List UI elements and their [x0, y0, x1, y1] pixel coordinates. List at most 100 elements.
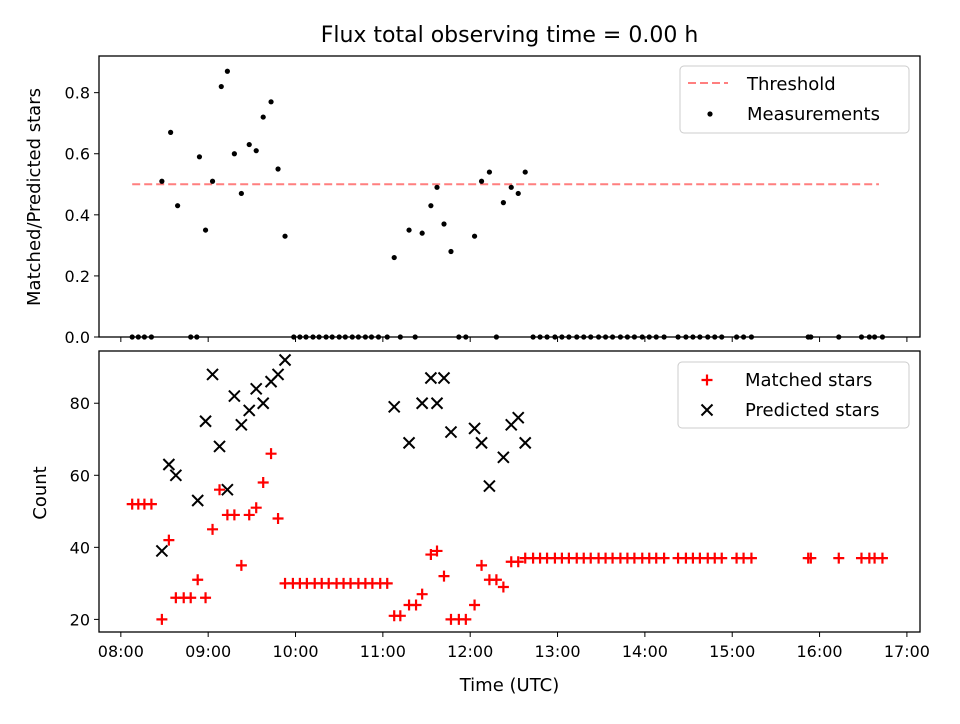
- x-tick-label: 11:00: [360, 642, 406, 661]
- matched-star-point: [163, 534, 175, 546]
- top-plot: 0.0 0.2 0.4 0.6 0.8 Threshold Measurements: [65, 55, 921, 347]
- measurement-point: [282, 233, 288, 239]
- bottom-y-tick-label: 20: [70, 610, 90, 629]
- top-y-tick-label: 0.8: [65, 84, 90, 103]
- bottom-y-axis-label: Count: [30, 466, 51, 519]
- measurement-point: [224, 68, 230, 74]
- matched-star-point: [833, 552, 845, 564]
- predicted-star-point: [235, 418, 248, 432]
- x-tick-label: 14:00: [622, 642, 668, 661]
- matched-star-point: [200, 592, 212, 604]
- legend-matched-label: Matched stars: [745, 370, 872, 391]
- predicted-star-point: [199, 415, 212, 428]
- top-y-tick-label: 0.2: [65, 267, 90, 286]
- measurement-point: [209, 178, 216, 184]
- matched-star-point: [156, 613, 168, 625]
- x-tick-label: 13:00: [534, 642, 580, 661]
- matched-star-point: [145, 498, 157, 510]
- matched-star-point: [243, 509, 255, 521]
- predicted-star-point: [512, 411, 525, 424]
- predicted-star-point: [475, 436, 488, 450]
- matched-star-point: [272, 513, 284, 525]
- matched-star-point: [185, 592, 197, 604]
- legend-measurements-label: Measurements: [747, 104, 880, 125]
- matched-star-point: [805, 552, 817, 564]
- x-axis-label: Time (UTC): [459, 675, 560, 696]
- predicted-star-point: [256, 397, 270, 410]
- predicted-star-point: [278, 353, 292, 367]
- measurement-point: [428, 203, 434, 209]
- measurement-point: [253, 148, 259, 154]
- bottom-plot: 20 40 60 80 08:00 09:00 10:00 11:00 12:00 13:00 14…: [70, 350, 930, 661]
- measurement-point: [246, 141, 252, 148]
- matched-star-point: [497, 581, 509, 593]
- matched-star-point: [228, 509, 240, 521]
- measurement-point: [202, 227, 209, 233]
- x-tick-label: 15:00: [709, 642, 755, 661]
- predicted-star-point: [271, 368, 285, 381]
- matched-star-point: [207, 523, 219, 535]
- matched-star-point: [381, 577, 393, 589]
- x-tick-label: 10:00: [272, 642, 318, 661]
- bottom-y-tick-label: 40: [70, 538, 90, 557]
- matched-star-point: [745, 552, 757, 564]
- matched-star-point: [431, 545, 443, 557]
- predicted-star-point: [430, 397, 444, 410]
- x-tick-label: 09:00: [185, 642, 231, 661]
- measurement-point: [238, 190, 244, 197]
- predicted-star-point: [468, 422, 481, 435]
- matched-star-point: [716, 552, 728, 564]
- matched-star-point: [265, 448, 277, 460]
- predicted-star-point: [228, 389, 241, 403]
- legend-matched-swatch: [701, 374, 713, 386]
- measurement-point: [406, 227, 412, 233]
- top-y-axis-label: Matched/Predicted stars: [24, 88, 45, 306]
- chart-title: Flux total observing time = 0.00 h: [321, 23, 699, 48]
- measurement-point: [231, 151, 237, 157]
- top-legend-box: [679, 65, 910, 134]
- legend-predicted-swatch: [700, 403, 714, 417]
- matched-star-point: [235, 559, 247, 571]
- x-tick-label: 08:00: [98, 642, 144, 661]
- measurement-point: [419, 230, 425, 236]
- top-legend: Threshold Measurements: [679, 65, 910, 134]
- measurement-point: [196, 154, 203, 160]
- measurement-point: [478, 178, 485, 184]
- predicted-star-point: [206, 368, 219, 381]
- x-tick-label: 17:00: [884, 642, 930, 661]
- predicted-star-point: [191, 494, 204, 507]
- predicted-star-point: [402, 436, 416, 450]
- matched-star-point: [490, 574, 502, 586]
- legend-threshold-label: Threshold: [746, 74, 836, 95]
- predicted-star-point: [483, 479, 496, 493]
- predicted-star-point: [415, 397, 429, 410]
- top-y-tick-label: 0.0: [65, 328, 90, 347]
- measurement-point: [448, 248, 454, 255]
- predicted-star-point: [243, 404, 256, 417]
- matched-star-point: [469, 599, 481, 611]
- matched-star-point: [250, 502, 262, 514]
- top-y-tick-label: 0.6: [65, 145, 90, 164]
- measurement-point: [391, 254, 397, 261]
- matched-star-point: [876, 552, 888, 564]
- top-plot-frame: [98, 55, 921, 338]
- measurement-point: [268, 99, 274, 105]
- matched-star-point: [476, 559, 488, 571]
- predicted-star-point: [213, 440, 226, 453]
- measurement-point: [260, 114, 266, 120]
- matched-star-point: [192, 574, 204, 586]
- bottom-y-tick-label: 80: [70, 394, 90, 413]
- matched-star-point: [394, 610, 406, 622]
- predicted-star-point: [424, 371, 438, 385]
- matched-star-point: [658, 552, 670, 564]
- measurement-point: [275, 166, 281, 172]
- bottom-legend: Matched stars Predicted stars: [677, 361, 910, 429]
- predicted-star-point: [497, 451, 510, 464]
- measurement-point: [434, 184, 440, 190]
- matched-star-point: [425, 549, 437, 561]
- predicted-star-point: [162, 458, 176, 471]
- top-y-tick-label: 0.4: [65, 206, 90, 225]
- legend-predicted-label: Predicted stars: [745, 400, 879, 421]
- measurement-point: [168, 129, 174, 135]
